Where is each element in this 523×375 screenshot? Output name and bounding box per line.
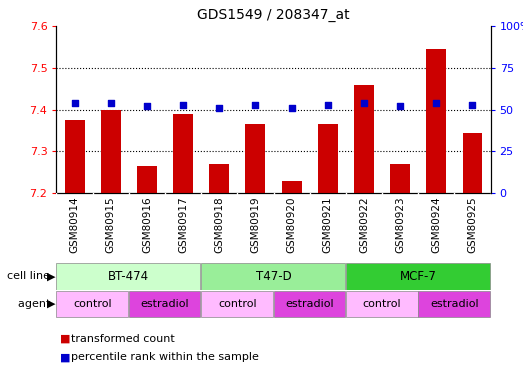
Text: GSM80919: GSM80919 <box>251 196 260 253</box>
Bar <box>426 49 446 193</box>
Point <box>288 105 296 111</box>
Text: GSM80925: GSM80925 <box>468 196 477 253</box>
Bar <box>354 85 374 193</box>
Text: estradiol: estradiol <box>430 299 479 309</box>
Title: GDS1549 / 208347_at: GDS1549 / 208347_at <box>197 9 350 22</box>
Text: control: control <box>73 299 112 309</box>
Text: GSM80923: GSM80923 <box>395 196 405 253</box>
Text: estradiol: estradiol <box>141 299 189 309</box>
Bar <box>137 166 157 193</box>
Text: GSM80918: GSM80918 <box>214 196 224 253</box>
Bar <box>201 263 345 290</box>
Point <box>360 100 368 106</box>
Bar <box>274 291 345 318</box>
Bar <box>129 291 200 318</box>
Text: GSM80916: GSM80916 <box>142 196 152 253</box>
Text: ■: ■ <box>60 352 71 362</box>
Text: estradiol: estradiol <box>286 299 334 309</box>
Bar <box>282 181 302 193</box>
Text: control: control <box>363 299 401 309</box>
Text: GSM80920: GSM80920 <box>287 196 297 253</box>
Bar <box>462 133 482 193</box>
Point <box>143 104 151 110</box>
Text: ▶: ▶ <box>47 299 55 309</box>
Text: ■: ■ <box>60 334 71 344</box>
Bar <box>346 263 490 290</box>
Point <box>107 100 115 106</box>
Text: percentile rank within the sample: percentile rank within the sample <box>71 352 258 362</box>
Text: MCF-7: MCF-7 <box>400 270 437 283</box>
Text: GSM80915: GSM80915 <box>106 196 116 253</box>
Bar <box>56 263 200 290</box>
Text: transformed count: transformed count <box>71 334 174 344</box>
Bar <box>390 164 410 193</box>
Point <box>396 104 404 110</box>
Text: agent: agent <box>18 299 54 309</box>
Text: ▶: ▶ <box>47 272 55 281</box>
Point <box>71 100 79 106</box>
Text: GSM80917: GSM80917 <box>178 196 188 253</box>
Text: GSM80924: GSM80924 <box>431 196 441 253</box>
Bar <box>346 291 417 318</box>
Text: cell line: cell line <box>7 272 54 281</box>
Point <box>215 105 223 111</box>
Text: control: control <box>218 299 257 309</box>
Point <box>468 102 476 108</box>
Bar <box>173 114 193 193</box>
Point <box>179 102 187 108</box>
Point <box>251 102 259 108</box>
Bar <box>56 291 128 318</box>
Bar <box>65 120 85 193</box>
Bar <box>245 124 265 193</box>
Text: GSM80921: GSM80921 <box>323 196 333 253</box>
Bar <box>209 164 229 193</box>
Text: GSM80922: GSM80922 <box>359 196 369 253</box>
Text: T47-D: T47-D <box>256 270 291 283</box>
Bar <box>101 110 121 193</box>
Bar <box>318 124 338 193</box>
Bar <box>201 291 273 318</box>
Text: BT-474: BT-474 <box>108 270 150 283</box>
Point <box>324 102 332 108</box>
Bar <box>418 291 490 318</box>
Point <box>432 100 440 106</box>
Text: GSM80914: GSM80914 <box>70 196 79 253</box>
